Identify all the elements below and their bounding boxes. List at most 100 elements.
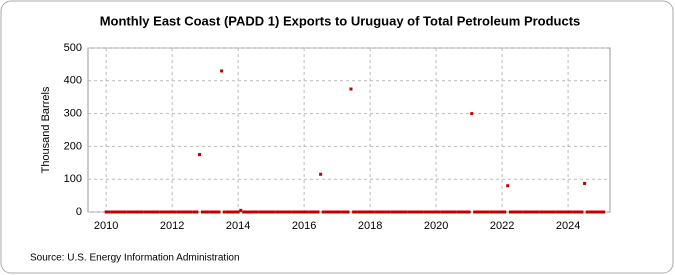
data-point: [118, 210, 122, 214]
data-point: [357, 210, 361, 214]
x-tick-label: 2018: [358, 220, 382, 232]
data-point: [396, 210, 400, 214]
data-point: [522, 210, 526, 214]
data-point: [588, 210, 592, 214]
data-point: [107, 210, 111, 214]
chart-title: Monthly East Coast (PADD 1) Exports to U…: [100, 13, 581, 28]
data-point: [514, 210, 518, 214]
data-point: [242, 210, 246, 214]
data-point: [225, 210, 229, 214]
data-point: [277, 210, 281, 214]
data-point: [264, 210, 268, 214]
data-point: [409, 210, 413, 214]
data-point: [140, 210, 144, 214]
data-point: [574, 210, 578, 214]
data-point: [253, 210, 257, 214]
data-point: [269, 210, 273, 214]
data-point: [338, 210, 342, 214]
data-point: [398, 210, 402, 214]
x-tick-label: 2010: [94, 220, 118, 232]
data-point: [596, 210, 600, 214]
data-point: [517, 210, 521, 214]
data-point: [393, 210, 397, 214]
data-point: [539, 210, 543, 214]
data-point: [187, 210, 191, 214]
data-point: [500, 210, 504, 214]
data-point: [244, 210, 248, 214]
data-point: [448, 210, 452, 214]
data-point: [511, 210, 515, 214]
data-point: [354, 210, 358, 214]
data-point: [145, 210, 149, 214]
data-point: [209, 210, 213, 214]
data-point: [203, 210, 207, 214]
data-point: [580, 210, 584, 214]
data-point: [591, 210, 595, 214]
data-point: [552, 210, 556, 214]
data-point: [280, 210, 284, 214]
data-point: [560, 210, 564, 214]
data-point: [464, 210, 468, 214]
data-point: [214, 210, 218, 214]
data-point: [324, 210, 328, 214]
data-point: [126, 210, 130, 214]
data-point: [599, 210, 603, 214]
data-point: [299, 210, 303, 214]
data-point: [211, 210, 215, 214]
data-point: [577, 210, 581, 214]
data-point: [412, 210, 416, 214]
x-tick-label: 2016: [292, 220, 316, 232]
data-point: [143, 210, 147, 214]
data-point: [165, 210, 169, 214]
data-point: [566, 210, 570, 214]
data-point: [473, 210, 477, 214]
data-point: [363, 210, 367, 214]
data-point: [563, 210, 567, 214]
data-point: [258, 210, 262, 214]
data-point: [321, 210, 325, 214]
data-point: [401, 210, 405, 214]
data-point: [519, 210, 523, 214]
data-point: [349, 87, 353, 91]
data-point: [536, 210, 540, 214]
data-point: [154, 210, 158, 214]
x-tick-label: 2014: [226, 220, 250, 232]
data-point: [475, 210, 479, 214]
data-point: [593, 210, 597, 214]
y-tick-label: 100: [64, 173, 82, 185]
data-point: [365, 210, 369, 214]
data-point: [332, 210, 336, 214]
data-point: [550, 210, 554, 214]
data-point: [429, 210, 433, 214]
data-point: [387, 210, 391, 214]
data-point: [506, 184, 510, 188]
data-point: [236, 210, 240, 214]
x-tick-label: 2022: [490, 220, 514, 232]
data-point: [484, 210, 488, 214]
data-point: [132, 210, 136, 214]
data-point: [453, 210, 457, 214]
data-point: [184, 210, 188, 214]
data-point: [461, 210, 465, 214]
data-point: [220, 69, 224, 73]
data-point: [112, 210, 116, 214]
data-point: [327, 210, 331, 214]
data-point: [302, 210, 306, 214]
data-point: [170, 210, 174, 214]
data-point: [247, 210, 251, 214]
data-point: [525, 210, 529, 214]
data-point: [555, 210, 559, 214]
data-point: [489, 210, 493, 214]
data-point: [585, 210, 589, 214]
data-point: [346, 210, 350, 214]
data-point: [217, 210, 221, 214]
data-point: [283, 210, 287, 214]
data-point: [176, 210, 180, 214]
source-note: Source: U.S. Energy Information Administ…: [30, 253, 240, 264]
data-point: [294, 210, 298, 214]
data-point: [250, 210, 254, 214]
data-point: [602, 210, 606, 214]
data-point: [121, 210, 125, 214]
